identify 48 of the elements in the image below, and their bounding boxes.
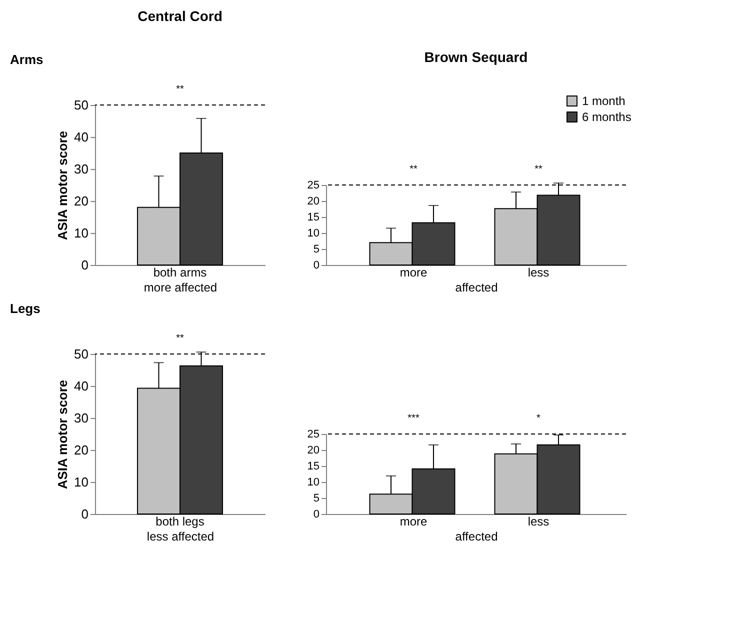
y-tick-label: 20 xyxy=(307,196,320,208)
text: Legs xyxy=(10,301,40,316)
y-tick-label: 20 xyxy=(74,194,88,208)
text: ** xyxy=(176,84,184,95)
y-tick-label: 50 xyxy=(74,98,88,112)
text: ** xyxy=(534,164,542,175)
y-tick-label: 50 xyxy=(74,346,88,362)
y-tick-label: 25 xyxy=(307,428,320,440)
x-axis-title: affected xyxy=(455,280,498,294)
x-tick-label: more xyxy=(400,514,428,528)
y-tick-label: 15 xyxy=(307,212,320,224)
y-tick-label: 20 xyxy=(74,442,88,458)
chart-title: Central Cord xyxy=(138,8,222,24)
legend-label: 6 months xyxy=(582,110,632,124)
x-tick-label: both legs xyxy=(156,514,204,528)
y-tick-label: 10 xyxy=(307,476,320,488)
y-tick-label: 20 xyxy=(307,444,320,456)
text: Arms xyxy=(10,52,44,67)
x-axis-title: less affected xyxy=(146,530,214,544)
text: ** xyxy=(176,333,184,344)
y-axis-title: ASIA motor score xyxy=(55,380,70,490)
legend-label: 1 month xyxy=(582,94,626,108)
y-tick-label: 10 xyxy=(307,228,320,240)
y-axis-title: ASIA motor score xyxy=(55,130,70,240)
y-tick-label: 10 xyxy=(74,474,88,490)
chart-title: Brown Sequard xyxy=(424,49,528,65)
x-axis-title: affected xyxy=(455,530,498,544)
y-tick-label: 40 xyxy=(74,378,88,394)
y-tick-label: 40 xyxy=(74,130,88,144)
y-tick-label: 25 xyxy=(307,180,320,192)
y-tick-label: 0 xyxy=(313,260,320,272)
y-tick-label: 0 xyxy=(313,508,320,520)
x-tick-label: less xyxy=(528,266,550,280)
text: ** xyxy=(410,164,418,175)
x-tick-label: less xyxy=(528,514,550,528)
y-tick-label: 10 xyxy=(74,226,88,240)
y-tick-label: 5 xyxy=(313,244,320,256)
x-tick-label: both arms xyxy=(153,266,207,280)
y-tick-label: 5 xyxy=(313,492,320,504)
x-axis-title: more affected xyxy=(144,280,218,294)
y-tick-label: 30 xyxy=(74,410,88,426)
y-tick-label: 0 xyxy=(81,506,88,522)
y-tick-label: 15 xyxy=(307,460,320,472)
y-tick-label: 30 xyxy=(74,162,88,176)
text: * xyxy=(536,413,541,424)
x-tick-label: more xyxy=(400,266,428,280)
y-tick-label: 0 xyxy=(81,258,88,272)
text: *** xyxy=(408,413,420,424)
